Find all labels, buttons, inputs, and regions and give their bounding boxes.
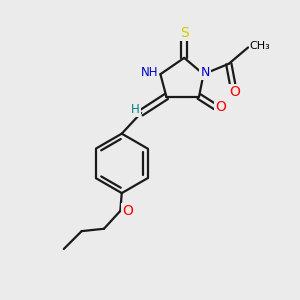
Text: CH₃: CH₃ — [250, 41, 270, 51]
Text: O: O — [122, 204, 133, 218]
Text: O: O — [215, 100, 226, 114]
Text: N: N — [200, 66, 210, 79]
Text: NH: NH — [140, 66, 158, 79]
Text: S: S — [180, 26, 189, 40]
Text: H: H — [131, 103, 140, 116]
Text: O: O — [229, 85, 240, 99]
